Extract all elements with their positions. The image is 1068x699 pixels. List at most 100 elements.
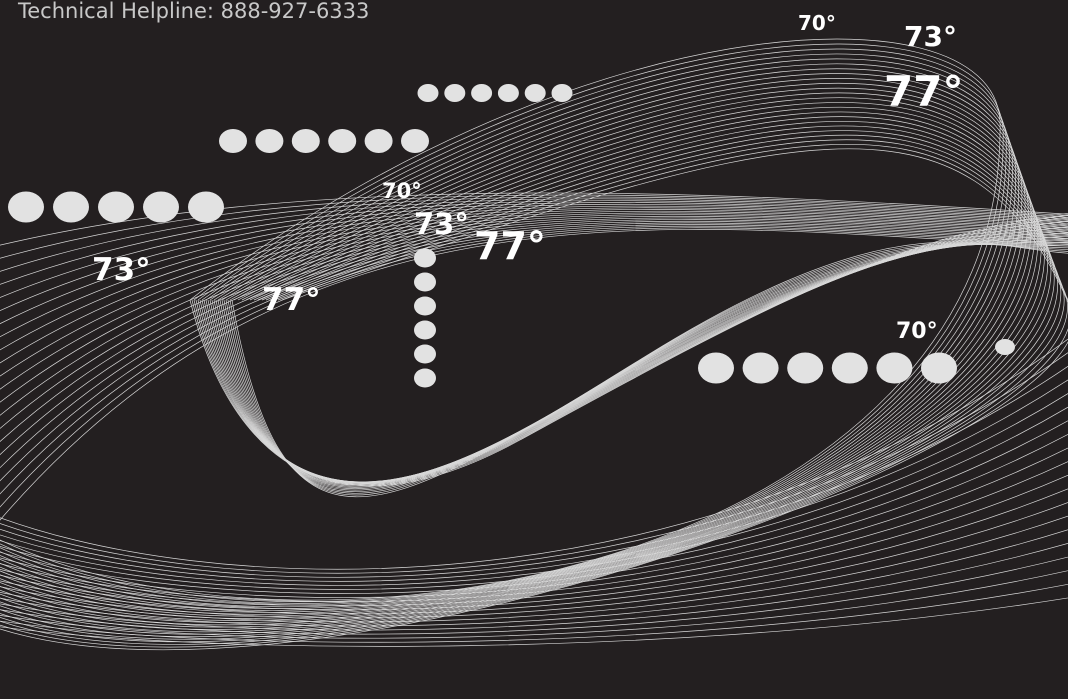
curve [0,143,1068,648]
curve [0,125,1058,638]
curve [0,148,1068,651]
dot [8,191,44,223]
curve [0,134,1065,643]
temperature-label: 73° [92,252,151,288]
temperature-label: 77° [884,67,963,116]
dot-group [8,84,1015,388]
curve [0,102,1042,626]
dot [188,191,224,223]
dot [328,129,357,153]
dot [98,191,134,223]
dot [414,248,436,268]
curve [0,48,1007,604]
dot [414,320,436,340]
curve [0,365,1068,578]
curve [0,597,1068,647]
temperature-label: 77° [262,282,321,318]
dot [444,84,466,102]
dot [291,129,320,153]
dot [53,191,89,223]
temperature-label: 70° [896,319,938,344]
curve [0,210,1068,377]
curve [0,229,1068,521]
dot [742,352,779,384]
curve [231,241,1068,498]
dot [471,84,493,102]
curve [0,38,1001,601]
curve [0,461,1068,606]
curve [0,198,1068,285]
curve [0,203,1068,325]
curve [0,583,1068,643]
curve [0,202,1068,312]
curve [0,392,1068,586]
curve [0,217,1068,430]
dot [831,352,868,384]
curve [0,120,1055,635]
curve [0,420,1068,594]
curve [0,338,1068,570]
curve [0,196,1068,272]
helpline: Technical Helpline: 888-927-6333 [17,0,369,23]
dot [497,84,519,102]
curve [0,433,1068,598]
dot [417,84,439,102]
curve [0,447,1068,602]
dot [921,352,957,384]
dot [698,352,734,384]
curve [0,529,1068,627]
dot [787,352,824,384]
dot [414,368,436,388]
curve [0,225,1068,495]
curve [0,542,1068,631]
label-group: 70° 73°77°70°73° 77°73°77°70° [92,11,963,344]
curve [0,474,1068,610]
curve [0,116,1052,633]
curve [0,192,1068,246]
dot [401,129,429,153]
dot [524,84,546,102]
curve [0,215,1068,416]
dot [143,191,179,223]
temperature-label: 70° [382,179,422,203]
dot [255,129,284,153]
curve [0,222,1068,469]
curve [0,379,1068,582]
curve [0,219,1068,443]
dot [414,344,436,364]
curve [193,216,1068,485]
curve [0,205,1068,338]
curve [195,218,1068,484]
curve [0,214,1068,403]
curve [0,352,1068,574]
curve [0,227,1068,508]
curve [0,224,1068,482]
dot [414,272,436,292]
curve [0,207,1068,351]
curve [0,406,1068,590]
dot [995,339,1015,355]
curve [0,53,1010,606]
curve [0,194,1068,259]
curve [0,200,1068,298]
dot [364,129,393,153]
curve [0,106,1045,628]
dot [876,352,913,384]
dot [414,296,436,316]
curve [0,220,1068,456]
temperature-label: 70° [798,11,836,35]
curve [0,502,1068,619]
curve [0,212,1068,390]
curve [0,111,1048,630]
curve [0,570,1068,639]
curve [0,209,1068,364]
curve [0,130,1061,640]
dot [219,129,247,153]
curve [0,139,1068,645]
temperature-label: 77° [474,224,546,268]
temperature-label: 73° [904,20,957,53]
curve [0,515,1068,623]
curve [0,488,1068,615]
